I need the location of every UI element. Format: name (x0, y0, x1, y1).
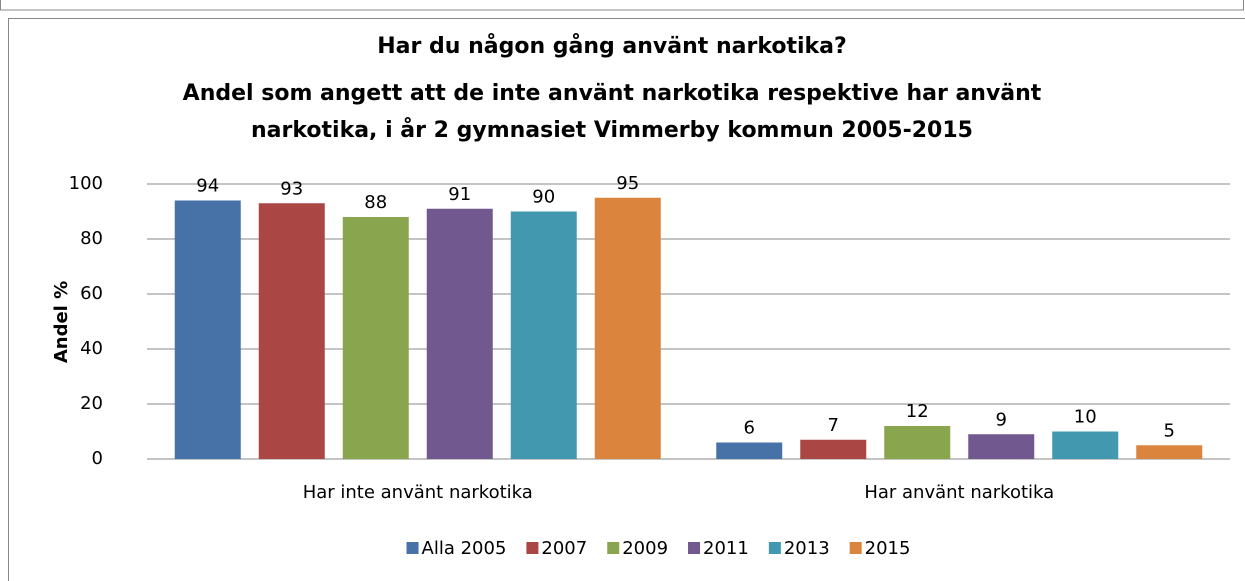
bar (174, 200, 241, 459)
legend-label: 2013 (784, 538, 830, 559)
data-label: 91 (448, 184, 471, 205)
y-tick-label: 100 (69, 173, 103, 194)
bar (426, 208, 493, 459)
bar (1052, 431, 1119, 459)
data-label: 93 (280, 178, 303, 199)
y-tick-label: 60 (80, 283, 103, 304)
bar (258, 203, 325, 459)
bar (800, 439, 867, 459)
legend-swatch (768, 542, 781, 554)
legend-label: 2011 (703, 538, 749, 559)
legend-swatch (607, 542, 620, 554)
bar (968, 434, 1035, 459)
y-tick-label: 20 (80, 393, 103, 414)
data-label: 95 (616, 173, 639, 194)
data-label: 90 (532, 187, 555, 208)
x-tick-label: Har använt narkotika (864, 482, 1054, 503)
data-label: 7 (828, 415, 839, 436)
data-label: 5 (1164, 420, 1175, 441)
legend-swatch (849, 542, 862, 554)
legend-label: 2009 (622, 538, 668, 559)
y-axis-label: Andel % (51, 281, 72, 363)
top-frame (0, 0, 1244, 11)
data-label: 12 (906, 401, 929, 422)
legend-swatch (688, 542, 701, 554)
data-label: 10 (1074, 407, 1097, 428)
data-label: 94 (196, 176, 219, 197)
legend-label: 2015 (865, 538, 911, 559)
chart-title: Har du någon gång använt narkotika? (377, 33, 847, 59)
legend-label: 2007 (541, 538, 587, 559)
chart-title: narkotika, i år 2 gymnasiet Vimmerby kom… (251, 117, 973, 143)
data-label: 88 (364, 192, 387, 213)
x-tick-label: Har inte använt narkotika (303, 482, 533, 503)
bar (1136, 445, 1203, 459)
y-tick-label: 80 (80, 228, 103, 249)
bar (342, 217, 409, 459)
legend-swatch (406, 542, 419, 554)
y-tick-label: 0 (92, 448, 103, 469)
data-label: 9 (996, 409, 1007, 430)
bar (884, 426, 951, 459)
data-label: 6 (744, 418, 755, 439)
y-tick-label: 40 (80, 338, 103, 359)
bar (510, 211, 577, 459)
chart-title: Andel som angett att de inte använt nark… (183, 81, 1042, 106)
bar (716, 442, 783, 459)
legend-label: Alla 2005 (422, 538, 507, 559)
bar (594, 197, 661, 459)
legend-swatch (526, 542, 539, 554)
